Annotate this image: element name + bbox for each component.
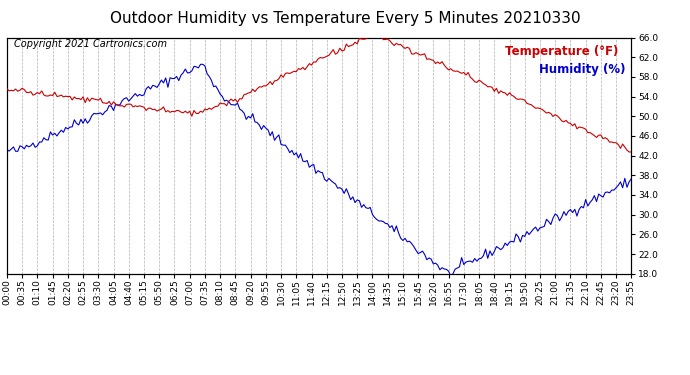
Text: Outdoor Humidity vs Temperature Every 5 Minutes 20210330: Outdoor Humidity vs Temperature Every 5 …	[110, 11, 580, 26]
Text: Temperature (°F): Temperature (°F)	[506, 45, 619, 58]
Text: Copyright 2021 Cartronics.com: Copyright 2021 Cartronics.com	[14, 39, 167, 50]
Text: Humidity (%): Humidity (%)	[539, 63, 625, 76]
